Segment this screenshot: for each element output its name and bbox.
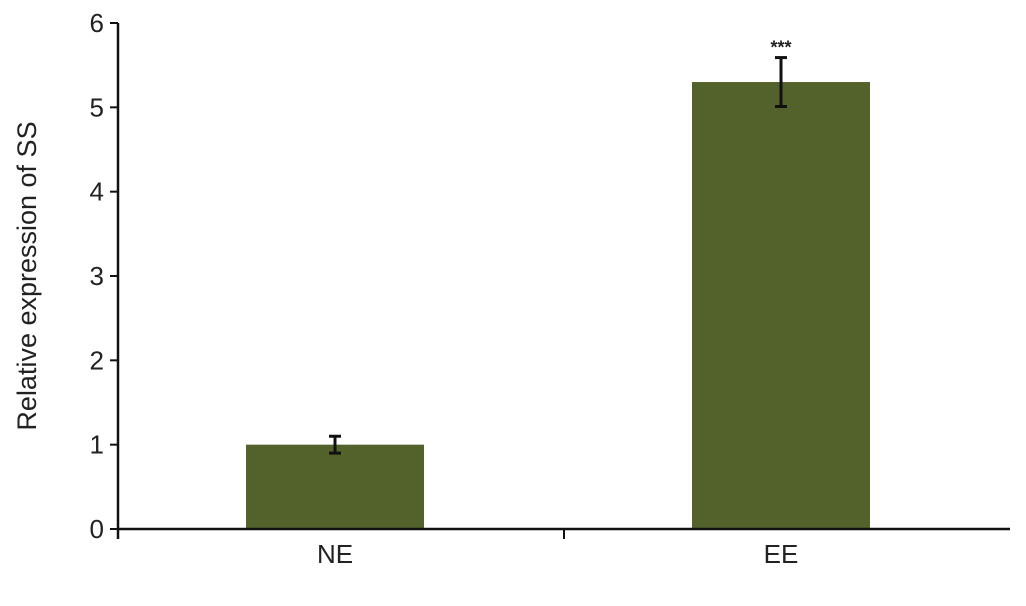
y-tick-label: 2 [90, 345, 104, 375]
y-tick-label: 0 [90, 514, 104, 544]
x-tick-label: EE [764, 539, 799, 569]
y-tick-label: 4 [90, 177, 104, 207]
y-tick-label: 6 [90, 8, 104, 38]
significance-label: *** [770, 38, 791, 58]
bar-ee [692, 82, 870, 530]
y-tick-label: 3 [90, 261, 104, 291]
y-tick-label: 1 [90, 430, 104, 460]
bar-ne [246, 444, 424, 529]
y-tick-label: 5 [90, 92, 104, 122]
x-tick-label: NE [317, 539, 353, 569]
y-axis-label: Relative expression of SS [12, 121, 42, 430]
